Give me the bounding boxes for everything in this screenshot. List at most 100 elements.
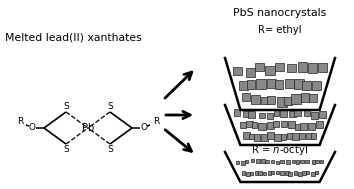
Bar [252, 122, 257, 128]
Bar [298, 172, 302, 176]
Bar [258, 171, 262, 175]
Bar [259, 112, 265, 118]
Bar [316, 121, 323, 128]
Bar [265, 66, 275, 75]
Text: S: S [107, 102, 113, 111]
Text: S: S [107, 145, 113, 154]
Bar [267, 132, 274, 139]
Bar [285, 171, 289, 175]
Bar [280, 110, 287, 117]
Bar [263, 172, 266, 175]
Bar [267, 122, 274, 129]
Text: S: S [63, 102, 69, 111]
Bar [250, 172, 253, 175]
Bar [308, 123, 315, 130]
Bar [291, 94, 301, 104]
Bar [296, 160, 299, 163]
Bar [255, 63, 264, 71]
Text: Melted lead(II) xanthates: Melted lead(II) xanthates [5, 33, 142, 43]
Bar [292, 133, 299, 140]
Bar [266, 160, 269, 163]
Bar [261, 159, 264, 163]
Text: O: O [141, 123, 148, 132]
Bar [248, 111, 255, 118]
Bar [309, 94, 317, 102]
Bar [298, 62, 307, 72]
Bar [267, 113, 273, 119]
Bar [287, 133, 293, 139]
Bar [246, 172, 250, 176]
Bar [247, 80, 255, 89]
Bar [246, 121, 253, 127]
Bar [243, 132, 250, 139]
Bar [236, 160, 239, 164]
Bar [312, 160, 315, 163]
Text: R: R [153, 118, 159, 126]
Bar [281, 134, 286, 140]
Bar [294, 79, 304, 89]
Bar [275, 63, 284, 71]
Text: O: O [29, 123, 35, 132]
Bar [246, 67, 255, 77]
Bar [271, 160, 274, 163]
Bar [286, 160, 290, 164]
Bar [233, 67, 242, 75]
Bar [249, 133, 254, 139]
Bar [258, 123, 266, 130]
Bar [301, 123, 308, 130]
Bar [275, 80, 284, 89]
Bar [319, 111, 326, 118]
Bar [295, 109, 301, 116]
Bar [289, 172, 292, 176]
Bar [274, 110, 279, 115]
Text: R= ethyl: R= ethyl [258, 25, 302, 35]
Bar [304, 110, 310, 116]
Bar [239, 81, 248, 90]
Bar [315, 160, 319, 163]
Text: R = $\mathit{n}$-octyl: R = $\mathit{n}$-octyl [251, 143, 309, 157]
Bar [311, 112, 318, 119]
Bar [251, 159, 254, 163]
Bar [299, 133, 305, 139]
Bar [274, 134, 281, 141]
Bar [273, 121, 279, 127]
Bar [306, 132, 312, 139]
Bar [287, 64, 296, 72]
Bar [267, 96, 275, 104]
Bar [318, 63, 327, 72]
Bar [242, 93, 250, 101]
Bar [293, 171, 297, 175]
Bar [256, 79, 266, 89]
Bar [262, 134, 268, 141]
Bar [234, 109, 240, 116]
Bar [308, 64, 317, 73]
Bar [271, 171, 274, 174]
Text: PbS nanocrystals: PbS nanocrystals [233, 8, 327, 18]
Bar [276, 97, 286, 107]
Bar [253, 134, 260, 141]
Bar [295, 124, 301, 130]
Bar [261, 97, 269, 104]
Bar [305, 160, 309, 163]
Bar [288, 121, 295, 128]
Bar [285, 79, 294, 88]
Bar [292, 160, 295, 163]
Bar [315, 171, 318, 174]
Bar [302, 81, 311, 90]
Bar [281, 121, 287, 127]
Bar [256, 160, 260, 163]
Bar [276, 171, 279, 174]
Bar [311, 172, 315, 176]
Bar [251, 95, 260, 104]
Text: S: S [63, 145, 69, 154]
Bar [255, 171, 258, 175]
Bar [312, 81, 321, 90]
Text: R: R [17, 118, 23, 126]
Bar [245, 160, 249, 163]
Text: Pb: Pb [82, 123, 94, 133]
Bar [302, 171, 306, 175]
Bar [241, 161, 245, 165]
Bar [241, 171, 245, 175]
Bar [320, 160, 323, 163]
Bar [300, 160, 304, 163]
